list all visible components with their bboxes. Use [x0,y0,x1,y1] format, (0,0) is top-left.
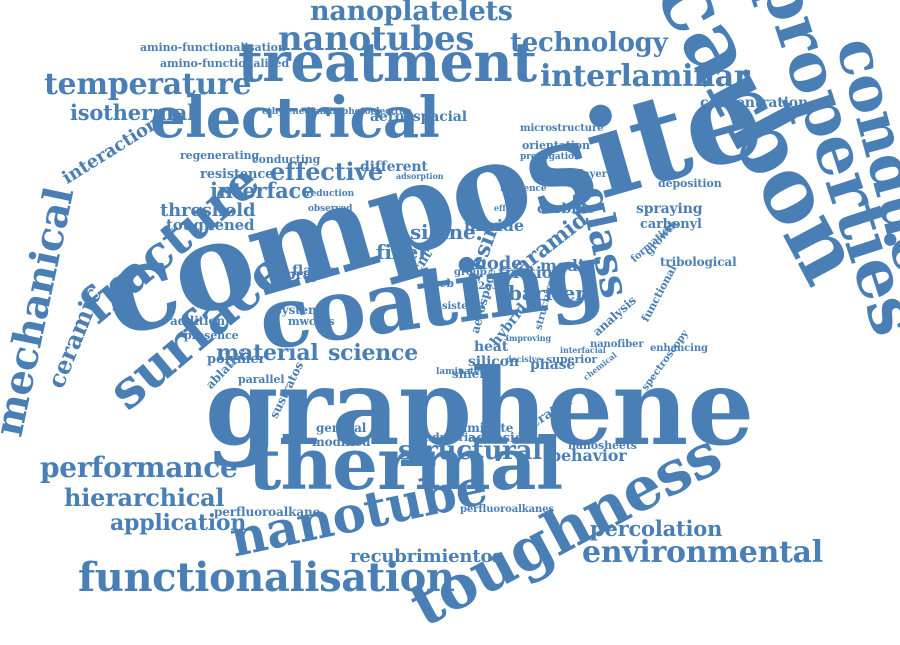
cloud-word: group [454,267,487,278]
cloud-word: regenerating [180,149,260,162]
cloud-word: flame [292,263,336,279]
cloud-word: observed [308,204,353,214]
cloud-word: hierarchical [64,483,225,512]
cloud-word: al2o3 [468,281,499,292]
cloud-word: fiber [376,240,429,264]
cloud-word: presence [184,329,239,342]
cloud-word: different [360,159,428,175]
cloud-word: concentration [700,95,809,111]
cloud-word: electrical [150,85,440,151]
cloud-word: conducting [252,153,321,166]
cloud-word: amino-functionalisation [140,41,286,54]
cloud-word: mode [468,253,523,274]
cloud-word: interaction [58,112,164,189]
cloud-word: technology [510,28,668,58]
cloud-word: threshold [160,200,256,221]
cloud-word: modified [312,435,371,449]
cloud-word: science [328,340,418,366]
cloud-word: phase [530,357,576,373]
cloud-word: effect [494,203,520,213]
cloud-word: interfacial [560,345,606,355]
cloud-word: functional [638,262,680,325]
cloud-word: silane [410,220,476,244]
cloud-word: application [110,510,247,536]
cloud-word: thermal [248,421,563,506]
cloud-word: isothermal [70,100,195,125]
cloud-word: material [216,340,319,366]
cloud-word: nanofiber [590,339,644,350]
cloud-word: media [540,256,594,275]
cloud-word: nanotubes [278,19,475,59]
cloud-word: addition [170,314,225,328]
cloud-word: barrier [508,281,586,305]
cloud-word: system [275,303,321,317]
cloud-word: aeroespacial [370,109,467,125]
cloud-word: tribological [660,255,737,269]
cloud-word: industria [420,431,476,444]
cloud-word: sistema [442,301,485,312]
cloud-word: deposition [658,177,722,190]
cloud-word: graphene [205,345,754,469]
cloud-word: adsorption [396,171,444,181]
cloud-word: interlaminar [540,59,750,94]
cloud-word: ethylenediamine [262,107,345,117]
cloud-word: behavior [550,446,627,465]
cloud-word: functionalisation [78,554,455,601]
cloud-word: shield [452,367,492,381]
cloud-word: friction [498,263,564,282]
cloud-word: silicon [468,354,519,370]
cloud-word: resistence [200,167,274,182]
cloud-word: recubrimientos [350,546,503,567]
cloud-word: nanosheets [568,439,637,452]
cloud-word: amino-functionalised [160,57,290,70]
cloud-word: general [316,421,367,435]
cloud-word: perfluoroalkanes [460,504,554,515]
cloud-word: propagation [520,152,581,162]
cloud-word: performance [40,451,238,484]
cloud-word: laminates [436,367,485,377]
cloud-word: mwcnts [288,315,335,328]
cloud-word: adhesión [468,431,533,446]
cloud-word: multilayer [550,169,607,180]
cloud-word: percolation [590,516,723,541]
cloud-word: heat [474,339,509,355]
cloud-word: decisive [506,354,542,364]
cloud-word: spray [278,267,320,283]
cloud-word: web [430,277,454,290]
cloud-word: toughened [166,216,255,234]
cloud-word: reduction [306,189,355,199]
cloud-word: interface [210,178,315,203]
cloud-word: parallel [238,373,285,386]
cloud-word: environmental [582,535,823,570]
cloud-word: treatment [238,30,537,94]
cloud-word: enhancing [650,343,708,354]
cloud-word: microstructure [520,123,604,134]
cloud-word: superior [546,353,598,366]
cloud-word: orientation [522,139,590,152]
cloud-word: temperature [44,67,252,102]
cloud-word: structural [398,436,542,466]
cloud-word: spraying [636,201,703,217]
cloud-word: influence [500,184,547,194]
cloud-word: carbide [537,201,595,217]
cloud-word: carbonyl [640,217,702,232]
cloud-word: polymer [207,352,266,367]
cloud-word: effective [270,157,384,186]
cloud-word: laminate [455,421,514,435]
cloud-word: photoelectron [342,107,412,117]
cloud-word: perfluoroalkane [214,505,321,519]
cloud-word: improving [506,333,552,343]
cloud-word: nitride [464,216,524,235]
cloud-word: nanoplatelets [310,0,513,27]
